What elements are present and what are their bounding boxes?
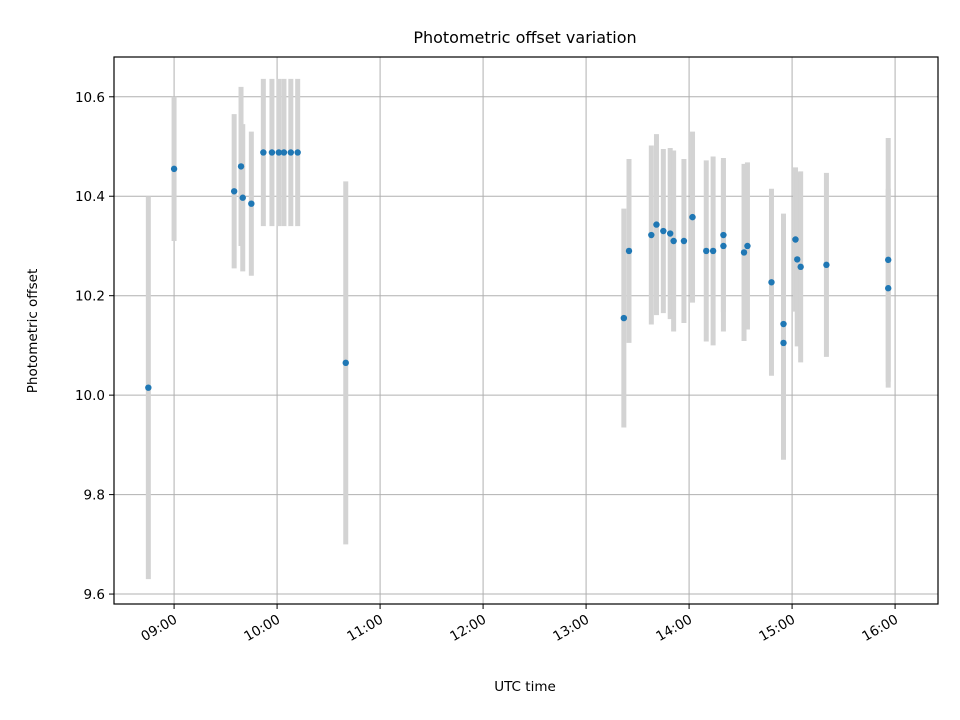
data-point xyxy=(287,149,295,156)
grid xyxy=(114,57,938,604)
data-point xyxy=(794,256,801,263)
data-point xyxy=(260,149,267,156)
data-point xyxy=(689,213,696,221)
y-tick-label: 10.6 xyxy=(75,90,105,106)
data-point xyxy=(680,237,688,245)
data-point xyxy=(342,359,349,367)
data-point xyxy=(145,384,152,391)
data-point xyxy=(280,149,288,156)
y-axis: 9.6 9.8 10.0 10.2 10.4 10.6 xyxy=(75,90,114,603)
data-point xyxy=(768,279,775,286)
chart-title: Photometric offset variation xyxy=(413,28,636,47)
data-point xyxy=(885,256,892,264)
y-tick-label: 10.4 xyxy=(75,189,105,205)
data-point xyxy=(740,249,748,256)
error-bars xyxy=(145,78,891,580)
data-point xyxy=(670,237,677,245)
y-tick-label: 10.0 xyxy=(75,388,105,404)
y-tick-label: 10.2 xyxy=(75,289,105,305)
data-point xyxy=(660,227,667,235)
y-tick-label: 9.8 xyxy=(84,488,105,504)
data-point xyxy=(239,194,246,201)
y-tick-label: 9.6 xyxy=(84,587,105,603)
x-tick-label: 10:00 xyxy=(241,612,283,645)
data-point xyxy=(275,149,282,156)
data-point xyxy=(780,320,787,328)
y-axis-label: Photometric offset xyxy=(25,269,41,393)
x-tick-label: 09:00 xyxy=(138,612,180,645)
data-point xyxy=(268,149,276,156)
data-point xyxy=(792,236,799,243)
data-point xyxy=(653,221,660,228)
data-point xyxy=(885,285,892,292)
data-points xyxy=(145,149,892,391)
data-point xyxy=(797,263,804,271)
x-axis: 09:00 10:00 11:00 12:00 13:00 14:00 15:00 16:00 xyxy=(138,604,901,645)
data-point xyxy=(620,314,628,322)
data-point xyxy=(170,165,178,173)
x-tick-label: 15:00 xyxy=(756,612,798,645)
data-point xyxy=(648,231,655,239)
data-point xyxy=(720,231,727,239)
data-point xyxy=(237,163,245,170)
data-point xyxy=(625,247,633,255)
data-point xyxy=(780,339,787,347)
x-tick-label: 14:00 xyxy=(653,612,695,645)
x-tick-label: 11:00 xyxy=(344,612,386,645)
x-tick-label: 16:00 xyxy=(859,612,901,645)
plot-frame xyxy=(113,56,939,605)
data-point xyxy=(703,247,710,255)
data-point xyxy=(744,242,751,250)
x-tick-label: 12:00 xyxy=(447,612,489,645)
data-point xyxy=(823,261,830,269)
data-point xyxy=(230,188,238,195)
data-point xyxy=(720,242,727,250)
data-point xyxy=(709,247,717,255)
x-tick-label: 13:00 xyxy=(550,612,592,645)
data-point xyxy=(667,230,674,237)
x-axis-label: UTC time xyxy=(494,679,556,695)
data-point xyxy=(248,200,255,207)
data-point xyxy=(294,149,301,156)
